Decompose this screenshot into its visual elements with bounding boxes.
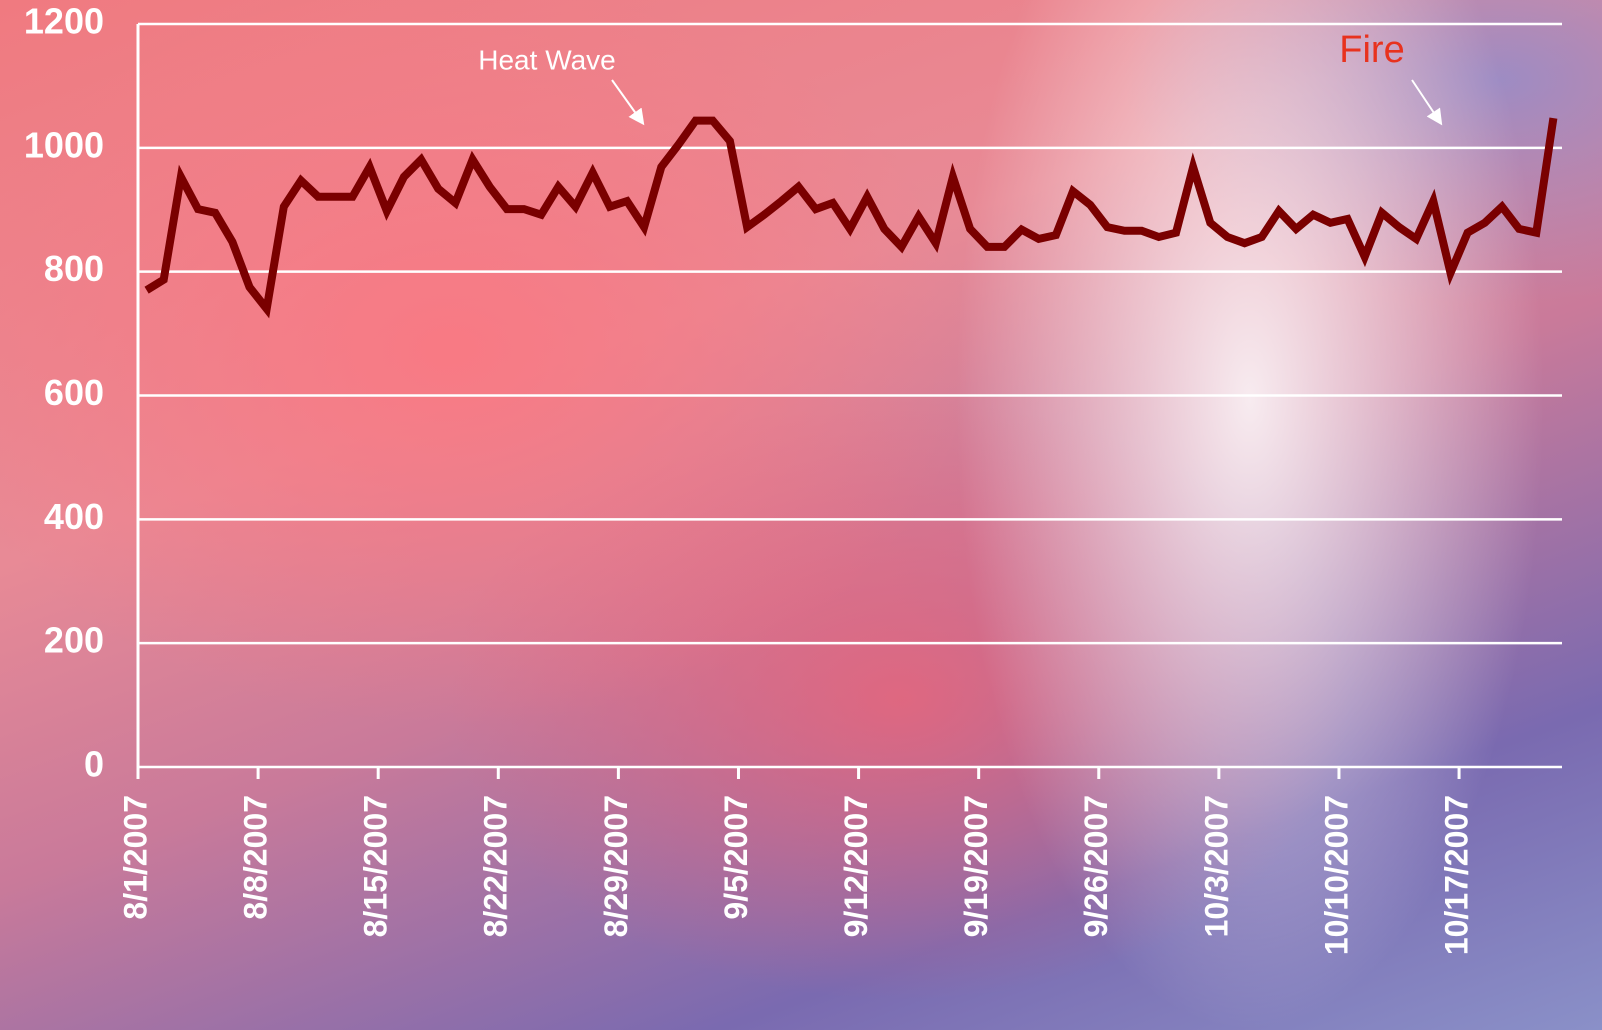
x-tick-label: 8/22/2007 <box>478 795 514 937</box>
y-tick-label: 600 <box>44 372 104 413</box>
y-tick-label: 1000 <box>24 124 104 165</box>
x-tick-label: 8/29/2007 <box>598 795 634 937</box>
x-tick-label: 10/3/2007 <box>1198 795 1234 937</box>
x-tick-label: 9/12/2007 <box>838 795 874 937</box>
y-tick-label: 400 <box>44 496 104 537</box>
annotation: Fire <box>1339 29 1404 71</box>
annotation-arrow <box>1412 80 1440 122</box>
y-tick-label: 800 <box>44 248 104 289</box>
y-tick-label: 200 <box>44 620 104 661</box>
x-tick-label: 9/26/2007 <box>1078 795 1114 937</box>
annotation-arrow <box>612 80 642 122</box>
y-tick-label: 1200 <box>24 1 104 42</box>
x-tick-label: 8/15/2007 <box>358 795 394 937</box>
x-tick-label: 10/10/2007 <box>1318 795 1354 955</box>
y-tick-label: 0 <box>84 744 104 785</box>
x-tick-label: 9/5/2007 <box>718 795 754 920</box>
page: 10/17/2007 10/10/2007 10/3/2007 9/26/2007 9/… <box>0 0 1602 1030</box>
x-tick-label: 9/19/2007 <box>958 795 994 937</box>
chart: 10/17/2007 10/10/2007 10/3/2007 9/26/2007 9/… <box>0 0 1602 1030</box>
x-tick-label: 8/1/2007 <box>117 795 153 920</box>
x-tick-label: 8/8/2007 <box>238 795 274 920</box>
annotation: Heat Wave <box>478 44 615 75</box>
x-tick-label: 10/17/2007 <box>1439 795 1475 955</box>
